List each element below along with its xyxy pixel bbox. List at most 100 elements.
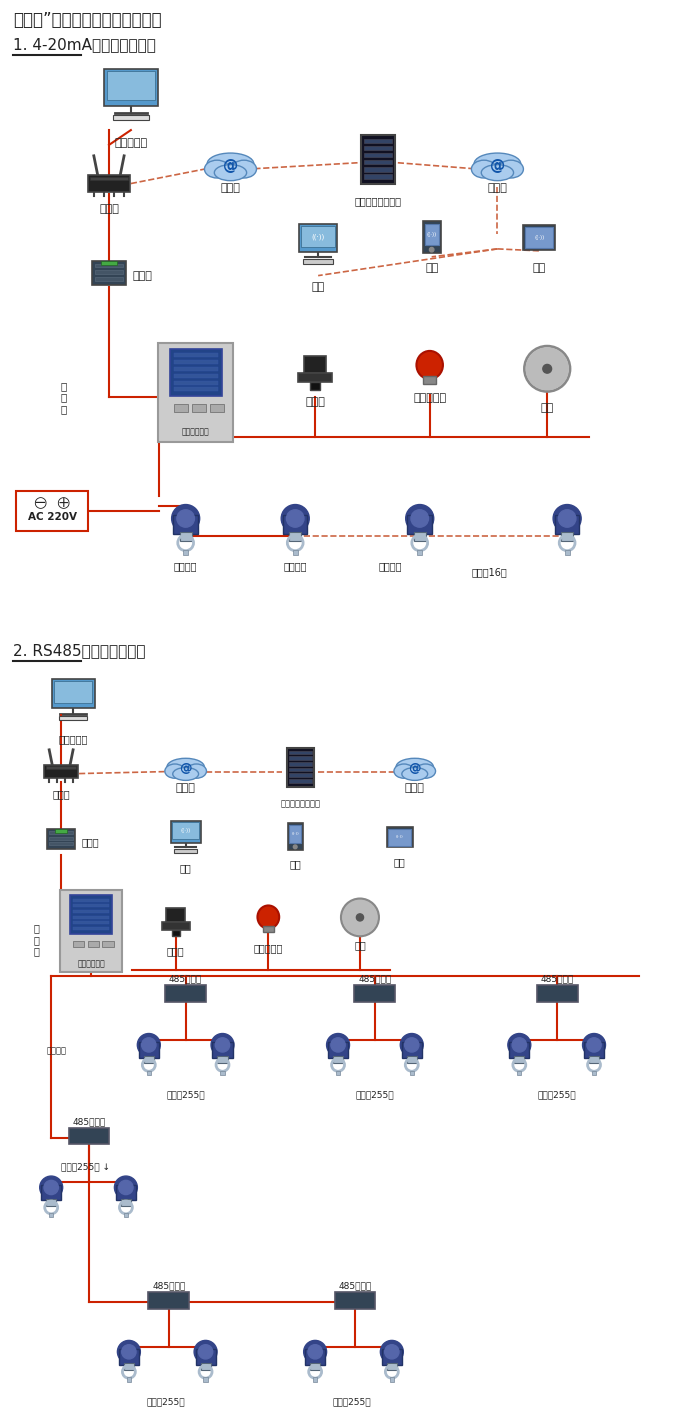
Bar [148,1293,189,1309]
Bar [50,843,73,846]
Bar [288,751,312,754]
Bar [90,176,128,180]
Bar [310,1363,320,1370]
Bar [390,1377,394,1382]
Ellipse shape [402,768,428,781]
Text: ((·)): ((·)) [426,232,437,236]
Bar [407,1057,416,1064]
Circle shape [526,348,568,390]
Text: 转换器: 转换器 [133,270,153,280]
Bar [73,927,109,930]
Bar [220,1071,225,1075]
Text: 485中继器: 485中继器 [72,1117,106,1126]
Bar [414,532,426,542]
Text: 可连接255台 ↓: 可连接255台 ↓ [61,1162,110,1172]
Bar [41,1185,61,1200]
Bar [46,767,76,770]
Text: ○: ○ [56,495,69,509]
Ellipse shape [165,764,185,778]
Bar [195,1349,216,1365]
Text: 报警控制主机: 报警控制主机 [77,960,105,968]
Bar [44,764,78,778]
Circle shape [405,1038,419,1052]
Circle shape [44,1180,58,1195]
Circle shape [385,1345,399,1359]
Bar [417,550,422,556]
Bar [423,376,436,384]
Bar [158,343,233,442]
Circle shape [406,505,434,532]
Bar [303,259,332,265]
Bar [174,404,188,412]
Bar [289,532,302,542]
Text: 互联网: 互联网 [405,782,425,792]
Circle shape [286,509,304,528]
Circle shape [211,1034,234,1057]
Bar [172,822,199,839]
Bar [335,1293,375,1309]
Circle shape [587,1038,601,1052]
Bar [94,277,123,280]
Bar [183,550,188,556]
Bar [363,146,392,151]
Text: 手机: 手机 [289,858,301,868]
Bar [410,1071,414,1075]
Text: 通
讯
线: 通 讯 线 [34,923,39,957]
Circle shape [331,1038,345,1052]
Bar [363,153,392,158]
Bar [218,1057,228,1064]
Bar [537,985,577,1002]
Bar [174,353,218,357]
Circle shape [40,1176,63,1199]
Bar [69,1128,109,1144]
Text: 单机版电脑: 单机版电脑 [58,734,88,744]
Circle shape [119,1180,133,1195]
Circle shape [177,509,195,528]
Ellipse shape [214,165,246,180]
Bar [304,356,326,373]
Bar [382,1349,402,1365]
Bar [174,387,218,391]
Bar [192,404,206,412]
Bar [407,515,432,535]
Bar [172,930,180,936]
Bar [73,916,109,919]
Text: @: @ [179,761,192,775]
Bar [116,1185,136,1200]
Bar [174,367,218,370]
Bar [305,1349,326,1365]
Bar [386,827,413,847]
Bar [47,829,75,848]
Bar [363,174,392,179]
Bar [286,749,314,787]
Bar [263,926,274,933]
Bar [60,891,122,972]
Text: @: @ [409,761,421,775]
Bar [171,822,200,843]
Bar [179,532,192,542]
Text: ((·)): ((·)) [534,235,545,239]
Text: −: − [33,495,46,509]
Bar [88,941,99,947]
Bar [119,1349,139,1365]
Text: ○: ○ [33,495,46,509]
Bar [363,160,392,165]
Circle shape [122,1345,136,1359]
Bar [104,69,158,106]
Circle shape [380,1341,403,1363]
Bar [387,1363,397,1370]
Bar [564,550,570,556]
Text: 485中继器: 485中继器 [152,1282,186,1290]
Text: 电磁阀: 电磁阀 [167,946,185,955]
Text: 485中继器: 485中继器 [540,975,574,983]
Circle shape [400,1034,424,1057]
Text: 可连接255台: 可连接255台 [332,1397,371,1406]
Bar [73,941,85,947]
Text: 手机: 手机 [425,263,438,273]
Bar [510,1043,529,1058]
Ellipse shape [204,160,230,179]
Circle shape [118,1341,141,1363]
Text: ((·)): ((·)) [291,832,299,836]
Bar [46,1199,56,1206]
Bar [59,716,88,720]
